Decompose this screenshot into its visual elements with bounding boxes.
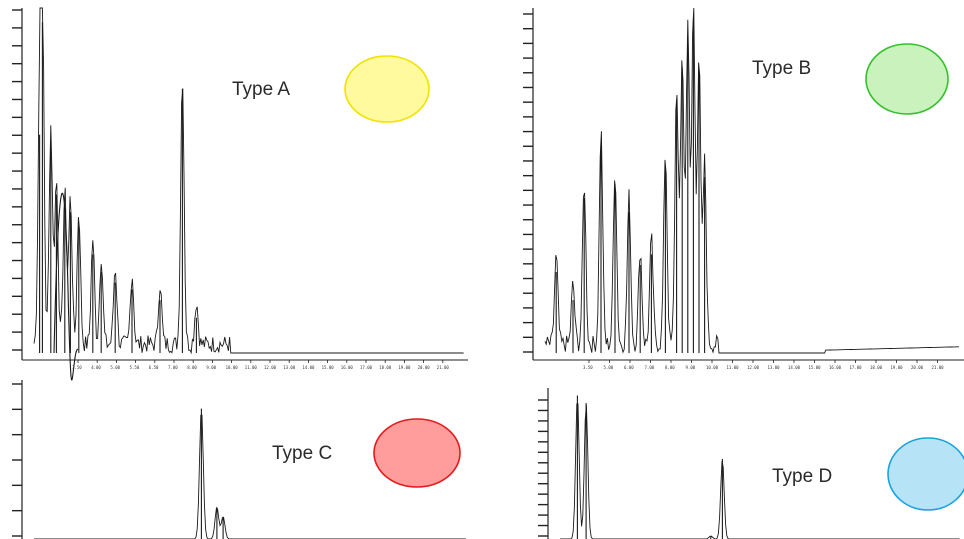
x-tick-label: 16.00 <box>341 365 354 370</box>
x-tick-label: 12.00 <box>264 365 277 370</box>
panel-b-label: Type B <box>752 58 811 79</box>
panel-d-ticks <box>538 399 548 537</box>
x-tick-label: 13.00 <box>768 365 781 370</box>
x-tick-label: 9.00 <box>206 365 216 370</box>
panel-a-trace <box>33 7 464 381</box>
panel-b-axes <box>532 8 964 361</box>
x-tick-label: 15.00 <box>809 365 822 370</box>
x-tick-label: 6.50 <box>149 365 159 370</box>
x-tick-label: 16.00 <box>829 365 842 370</box>
x-tick-label: 9.00 <box>686 365 696 370</box>
panel-c-ticks <box>12 383 22 537</box>
panel-d-label: Type D <box>772 466 832 487</box>
x-tick-label: 5.50 <box>130 365 140 370</box>
chromatogram-trace <box>544 7 959 354</box>
x-tick-label: 18.00 <box>379 365 392 370</box>
panel-type-a: 3.50 4.00 5.00 5.50 6.50 7.00 8.00 9.00 10.00 11.… <box>12 7 468 381</box>
x-tick-label: 8.00 <box>187 365 197 370</box>
panel-type-c: Type C <box>12 380 466 539</box>
panel-type-d: Type D <box>538 388 964 539</box>
x-tick-label: 14.00 <box>788 365 801 370</box>
panel-b-ticks: 3.50 5.00 6.00 7.00 8.00 9.00 10.00 11.00 12.00 1… <box>523 13 945 370</box>
x-tick-label: 5.00 <box>110 365 120 370</box>
x-tick-label: 8.00 <box>665 365 675 370</box>
x-tick-label: 13.00 <box>283 365 296 370</box>
x-tick-label: 20.00 <box>911 365 924 370</box>
x-tick-label: 7.00 <box>168 365 178 370</box>
x-tick-label: 19.00 <box>398 365 411 370</box>
x-tick-label: 10.00 <box>706 365 719 370</box>
panel-d-trace <box>560 395 960 539</box>
panel-c-marker <box>373 418 461 488</box>
x-tick-label: 12.00 <box>747 365 760 370</box>
panel-a-ticks: 3.50 4.00 5.00 5.50 6.50 7.00 8.00 9.00 10.00 11.… <box>12 9 450 370</box>
x-tick-label: 3.50 <box>583 365 593 370</box>
x-tick-label: 14.00 <box>302 365 315 370</box>
x-tick-label: 3.50 <box>72 365 82 370</box>
panel-b-marker <box>865 43 949 115</box>
x-tick-label: 10.00 <box>226 365 239 370</box>
x-tick-label: 21.00 <box>932 365 945 370</box>
chromatogram-trace <box>33 7 464 355</box>
broad-peak <box>53 192 79 381</box>
x-tick-label: 11.00 <box>727 365 740 370</box>
panel-c-label: Type C <box>272 443 332 464</box>
panel-b-trace <box>544 7 959 354</box>
panel-d-marker <box>887 437 964 511</box>
x-tick-label: 7.00 <box>645 365 655 370</box>
x-tick-label: 19.00 <box>891 365 904 370</box>
panel-a-marker <box>344 55 430 123</box>
panel-type-b: 3.50 5.00 6.00 7.00 8.00 9.00 10.00 11.00 12.00 1… <box>523 7 964 370</box>
x-tick-label: 21.00 <box>437 365 450 370</box>
x-tick-label: 15.00 <box>322 365 335 370</box>
x-tick-label: 5.00 <box>604 365 614 370</box>
panel-a-axes <box>21 8 468 361</box>
panel-c-trace <box>34 408 466 539</box>
x-tick-label: 6.00 <box>624 365 634 370</box>
x-tick-label: 20.00 <box>418 365 431 370</box>
x-tick-label: 17.00 <box>360 365 373 370</box>
panel-a-label: Type A <box>232 79 290 100</box>
x-tick-label: 4.00 <box>91 365 101 370</box>
x-tick-label: 18.00 <box>870 365 883 370</box>
x-tick-label: 11.00 <box>245 365 258 370</box>
x-tick-label: 17.00 <box>850 365 863 370</box>
